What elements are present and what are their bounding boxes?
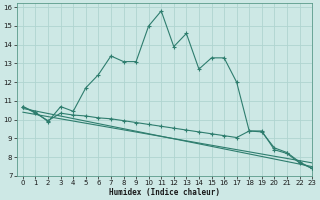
X-axis label: Humidex (Indice chaleur): Humidex (Indice chaleur): [109, 188, 220, 197]
